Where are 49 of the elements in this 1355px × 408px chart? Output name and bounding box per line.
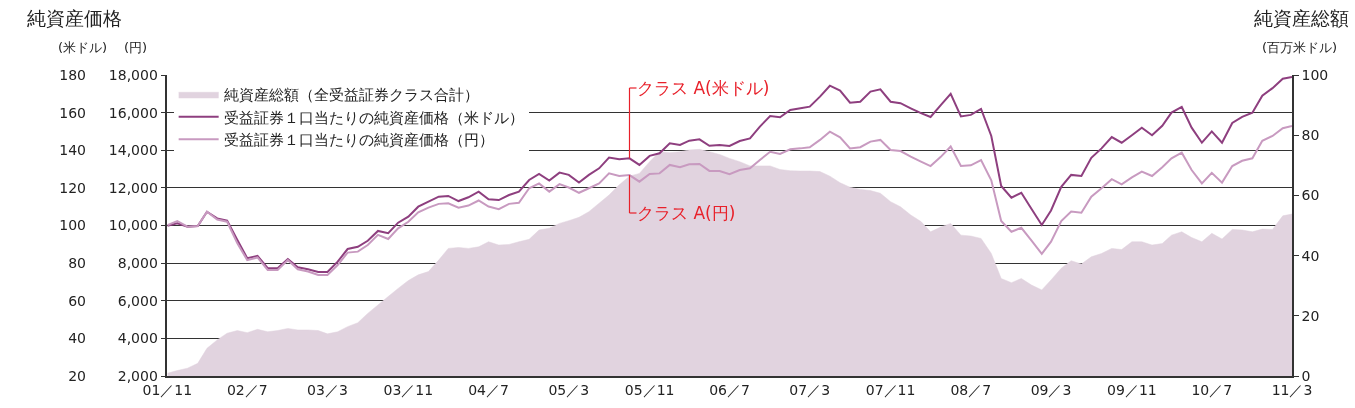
x-tick-label: 02／7 (226, 381, 268, 398)
y2-tick-label: 4,000 (117, 330, 158, 347)
y2-axis-title: (円) (124, 40, 148, 55)
y-tick-label: 140 (59, 142, 86, 159)
x-tick-label: 07／3 (789, 381, 831, 398)
y3-tick-label: 60 (1301, 187, 1320, 204)
y-tick-label: 80 (68, 255, 86, 272)
y2-tick-label: 10,000 (108, 217, 158, 234)
annotation: クラス A(円) (637, 203, 736, 223)
annotation: クラス A(米ドル) (637, 78, 770, 98)
y-tick-label: 20 (68, 367, 86, 384)
y2-tick-label: 14,000 (108, 142, 158, 159)
y-tick-label: 180 (59, 66, 86, 83)
y-tick-label: 60 (68, 292, 86, 309)
y2-tick-label: 16,000 (108, 104, 158, 121)
x-tick-label: 11／3 (1271, 381, 1313, 398)
y3-axis-title: (百万米ドル) (1262, 40, 1338, 55)
x-tick-label: 01／11 (142, 381, 193, 398)
x-tick-label: 09／11 (1107, 381, 1157, 398)
y-tick-label: 160 (59, 104, 86, 121)
x-tick-label: 05／3 (548, 381, 590, 398)
y2-tick-label: 2,000 (117, 367, 158, 384)
x-tick-label: 04／7 (468, 381, 509, 398)
x-tick-label: 06／7 (709, 381, 750, 398)
text: 純資産価格 (27, 7, 122, 29)
legend-label: 受益証券１口当たりの純資産価格（円） (223, 131, 494, 150)
y2-tick-label: 8,000 (117, 255, 158, 272)
x-tick-label: 03／3 (307, 381, 348, 398)
y3-tick-label: 80 (1301, 127, 1320, 144)
y3-tick-label: 20 (1301, 307, 1320, 324)
x-tick-label: 08／7 (950, 381, 992, 398)
legend-label: 純資産総額（全受益証券クラス合計） (223, 86, 479, 105)
legend-label: 受益証券１口当たりの純資産価格（米ドル） (223, 108, 524, 127)
y3-tick-label: 40 (1301, 247, 1320, 264)
y2-tick-label: 6,000 (117, 292, 158, 309)
y-tick-label: 120 (59, 179, 86, 196)
x-tick-label: 10／7 (1191, 381, 1233, 398)
y-tick-label: 40 (68, 330, 86, 347)
text: 純資産総額 (1254, 7, 1349, 29)
y-tick-label: 100 (59, 217, 86, 234)
y2-tick-label: 18,000 (108, 66, 158, 83)
x-tick-label: 03／11 (383, 381, 434, 398)
x-tick-label: 09／3 (1030, 381, 1072, 398)
y-axis-title: (米ドル) (58, 40, 108, 55)
y3-tick-label: 100 (1301, 66, 1329, 83)
x-tick-label: 05／11 (624, 381, 675, 398)
x-tick-label: 07／11 (865, 381, 916, 398)
y3-tick-label: 0 (1301, 367, 1311, 384)
y2-tick-label: 12,000 (108, 179, 158, 196)
